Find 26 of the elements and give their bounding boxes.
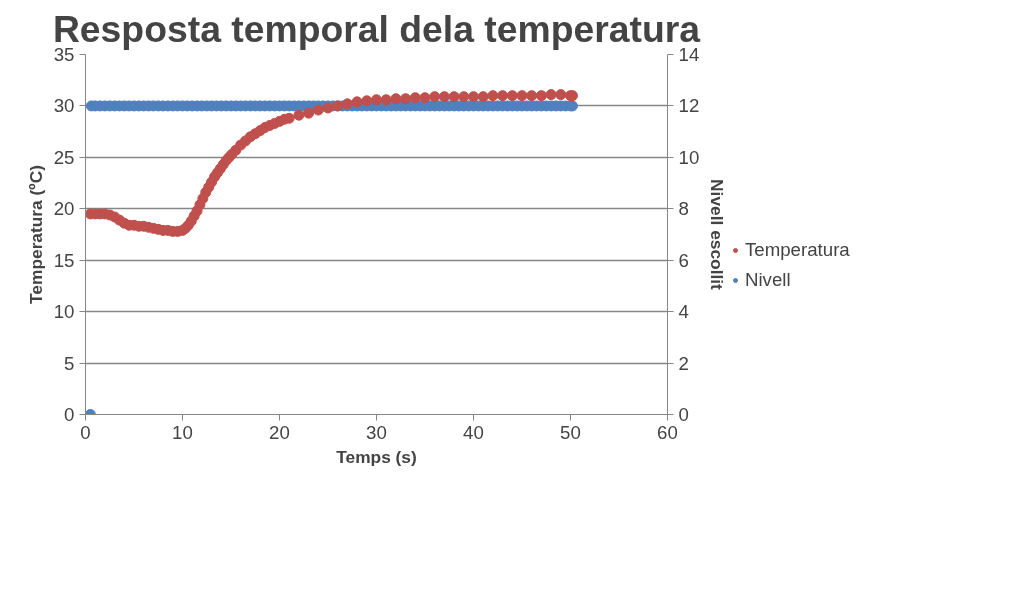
x-tick-label: 60 [657, 421, 678, 443]
x-tick-label: 10 [172, 421, 193, 443]
x-tick-label: 0 [80, 421, 91, 443]
x-axis-title: Temps (s) [336, 446, 417, 467]
y-tick-label: 15 [53, 249, 75, 271]
x-tick-label: 20 [269, 421, 290, 443]
y2-tick-label: 2 [678, 352, 689, 374]
y2-tick-label: 4 [678, 301, 689, 323]
y2-tick-label: 6 [678, 249, 689, 271]
x-tick-label: 30 [366, 421, 387, 443]
y-tick-label: 10 [53, 301, 75, 323]
y2-tick-label: 10 [678, 146, 700, 168]
y-tick-label: 25 [53, 146, 75, 168]
y-tick-label: 30 [53, 95, 75, 117]
y-tick-label: 5 [64, 352, 75, 374]
y2-tick-label: 0 [678, 404, 689, 425]
x-tick-label: 50 [560, 421, 581, 443]
legend-label: Nivell [745, 268, 791, 291]
x-tick-label: 40 [463, 421, 484, 443]
y2-tick-label: 12 [678, 95, 700, 117]
y-axis-title: Temperatura (ºC) [25, 165, 46, 304]
y2-tick-label: 8 [678, 198, 689, 220]
y2-axis-title: Nivell escollit [707, 179, 728, 291]
y-tick-label: 0 [64, 404, 75, 425]
y-tick-label: 20 [53, 198, 75, 220]
legend-label: Temperatura [745, 238, 850, 261]
